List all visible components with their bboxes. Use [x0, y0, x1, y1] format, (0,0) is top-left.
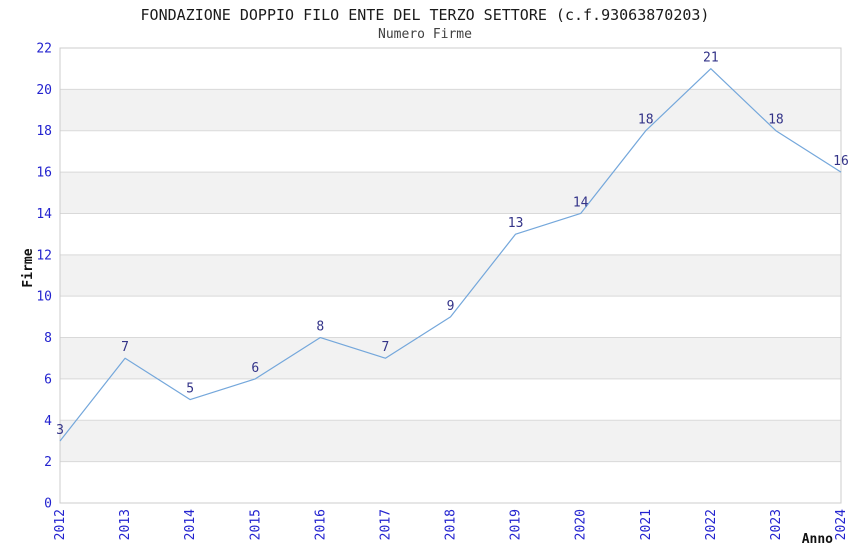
- x-tick-label: 2020: [574, 509, 589, 540]
- y-tick-label: 10: [36, 290, 52, 305]
- y-tick-label: 14: [36, 207, 52, 222]
- point-label: 18: [638, 113, 654, 128]
- y-tick-label: 12: [36, 248, 52, 263]
- point-label: 7: [121, 340, 129, 355]
- grid-band: [60, 213, 841, 255]
- y-axis-title: Firme: [21, 248, 36, 287]
- x-axis-title: Anno: [802, 532, 833, 547]
- grid-band: [60, 48, 841, 90]
- series-line: [59, 68, 842, 442]
- y-tick-label: 22: [36, 42, 52, 57]
- point-label: 6: [251, 361, 259, 376]
- point-label: 7: [382, 340, 390, 355]
- plot-border: [59, 47, 842, 504]
- grid-band: [60, 461, 841, 503]
- x-tick-label: 2016: [313, 509, 328, 540]
- grid-band: [60, 130, 841, 173]
- y-tick-label: 20: [36, 83, 52, 98]
- y-tick-label: 8: [44, 331, 52, 346]
- y-tick-label: 18: [36, 124, 52, 139]
- y-tick-label: 4: [44, 414, 52, 429]
- chart-subtitle: Numero Firme: [378, 27, 472, 42]
- y-tick-label: 2: [44, 455, 52, 470]
- x-tick-label: 2012: [53, 509, 68, 540]
- x-tick-label: 2021: [639, 509, 654, 540]
- grid-band: [60, 337, 841, 379]
- x-tick-label: 2024: [834, 509, 849, 540]
- point-label: 8: [316, 320, 324, 335]
- x-tick-label: 2013: [118, 509, 133, 540]
- grid-band: [60, 254, 841, 297]
- grid-band: [60, 89, 841, 131]
- x-tick-label: 2014: [183, 509, 198, 540]
- grid-band: [60, 420, 841, 462]
- x-tick-label: 2022: [704, 509, 719, 540]
- y-tick-label: 6: [44, 372, 52, 387]
- grid-band: [60, 172, 841, 214]
- point-label: 3: [56, 423, 64, 438]
- chart-title: FONDAZIONE DOPPIO FILO ENTE DEL TERZO SE…: [140, 6, 710, 24]
- x-tick-label: 2019: [509, 509, 524, 540]
- y-tick-label: 0: [44, 497, 52, 512]
- x-tick-label: 2023: [769, 509, 784, 540]
- point-label: 13: [508, 216, 524, 231]
- point-label: 21: [703, 51, 719, 66]
- grid-band: [60, 378, 841, 421]
- point-label: 5: [186, 382, 194, 397]
- x-tick-label: 2015: [248, 509, 263, 540]
- x-tick-label: 2017: [378, 509, 393, 540]
- x-tick-label: 2018: [444, 509, 459, 540]
- point-label: 14: [573, 195, 589, 210]
- y-tick-label: 16: [36, 166, 52, 181]
- point-label: 9: [447, 299, 455, 314]
- point-label: 16: [833, 154, 849, 169]
- point-label: 18: [768, 113, 784, 128]
